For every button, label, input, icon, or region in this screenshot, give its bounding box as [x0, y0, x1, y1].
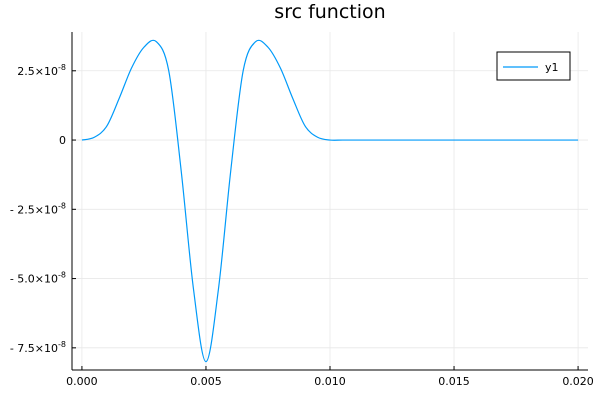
legend: y1 — [496, 51, 571, 81]
x-tick-label: 0.005 — [190, 375, 222, 388]
x-tick-label: 0.020 — [562, 375, 594, 388]
y-tick-label: 2.5×10-8 — [17, 63, 66, 78]
x-tick-label: 0.015 — [438, 375, 470, 388]
series-layer — [81, 39, 579, 363]
legend-entry-y1: y1 — [545, 61, 559, 74]
tick-labels: 0.000 0.005 0.010 0.015 0.020 2.5×10-8 0 - 2.5×… — [10, 63, 594, 388]
legend-box — [496, 51, 571, 81]
y-tick-label: 0 — [59, 134, 66, 147]
chart-title: src function — [274, 1, 385, 23]
series-line-y1 — [81, 39, 579, 363]
axes — [71, 32, 588, 371]
y-tick-label: - 7.5×10-8 — [10, 340, 66, 355]
x-tick-label: 0.010 — [314, 375, 346, 388]
x-tick-label: 0.000 — [66, 375, 98, 388]
y-tick-label: - 2.5×10-8 — [10, 201, 66, 216]
y-tick-label: - 5.0×10-8 — [10, 271, 66, 286]
